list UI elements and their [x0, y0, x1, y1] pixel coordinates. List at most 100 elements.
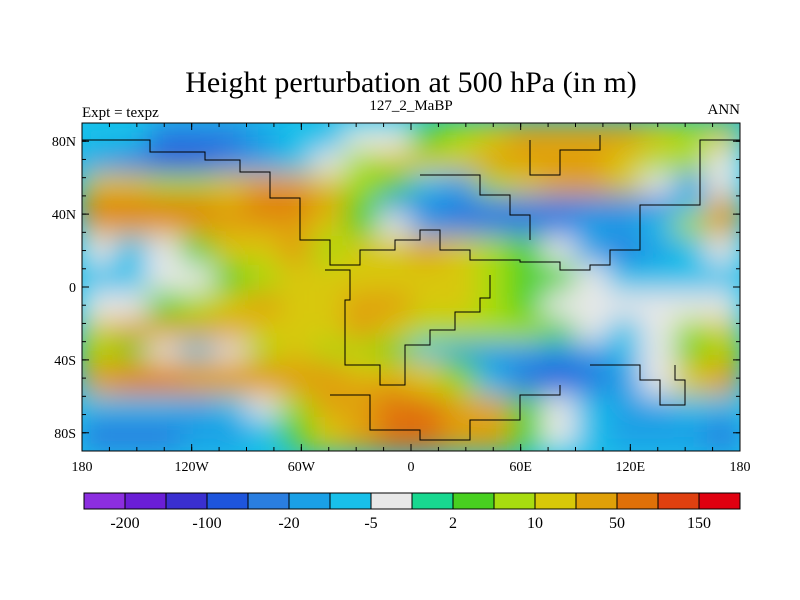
field-cell [706, 416, 740, 451]
field-cell [311, 359, 346, 379]
field-cell [344, 195, 379, 215]
field-cell [147, 377, 182, 397]
colorbar-swatch [288, 492, 331, 510]
field-cell [311, 123, 346, 151]
field-cell [246, 359, 280, 379]
field-cell [575, 123, 609, 151]
field-cell [575, 213, 609, 238]
field-cell [246, 377, 280, 397]
colorbar-label: 50 [609, 515, 625, 532]
field-cell [82, 416, 116, 451]
field-cell [476, 377, 511, 397]
field-cell [575, 395, 609, 418]
left-string: Expt = texpz [82, 105, 159, 121]
field-cell [180, 341, 215, 361]
colorbar-swatch [493, 492, 536, 510]
field-cell [114, 213, 149, 238]
colorbar-swatch [452, 492, 495, 510]
colorbar-swatch [165, 492, 208, 510]
field-cell [509, 213, 544, 238]
x-tick-label: 120E [616, 460, 646, 475]
field-cell [311, 195, 346, 215]
field-cell [344, 395, 379, 418]
chart-title: Height perturbation at 500 hPa (in m) [185, 66, 637, 99]
field-cell [476, 416, 511, 451]
field-cell [640, 213, 675, 238]
field-cell [640, 236, 675, 265]
field-cell [246, 263, 280, 293]
field-cell [673, 236, 708, 265]
field-cell [278, 377, 313, 397]
colorbar-label: 10 [527, 515, 543, 532]
field-cell [114, 149, 149, 174]
field-cell [278, 291, 313, 320]
field-cell [443, 213, 478, 238]
field-cell [706, 377, 740, 397]
field-cell [706, 291, 740, 320]
field-cell [509, 195, 544, 215]
field-cell [377, 341, 412, 361]
field-cell [114, 341, 149, 361]
field-cell [443, 263, 478, 293]
field-cell [82, 236, 116, 265]
field-cell [443, 291, 478, 320]
field-cell [542, 341, 576, 361]
field-cell [542, 123, 576, 151]
field-cell [509, 149, 544, 174]
field-cell [640, 123, 675, 151]
field-cell [180, 123, 215, 151]
field-cell [476, 213, 511, 238]
x-tick-label: 180 [730, 460, 751, 475]
field-cell [476, 123, 511, 151]
field-cell [443, 172, 478, 197]
field-cell [147, 236, 182, 265]
field-cell [344, 341, 379, 361]
field-cell [213, 213, 247, 238]
field-cell [246, 213, 280, 238]
right-string: ANN [708, 102, 741, 118]
field-cell [114, 195, 149, 215]
field-cell [311, 291, 346, 320]
field-cell [607, 195, 642, 215]
field-cell [180, 377, 215, 397]
field-cell [410, 149, 445, 174]
field-cell [114, 416, 149, 451]
field-cell [542, 236, 576, 265]
field-cell [640, 341, 675, 361]
field-cell [147, 172, 182, 197]
colorbar-label: -20 [278, 515, 299, 532]
field-cell [575, 291, 609, 320]
field-cell [476, 318, 511, 343]
field-cell [377, 149, 412, 174]
field-cell [246, 172, 280, 197]
field-cell [476, 395, 511, 418]
field-cell [706, 195, 740, 215]
colorbar-swatch [657, 492, 700, 510]
field-cell [410, 318, 445, 343]
field-cell [607, 236, 642, 265]
map-area [82, 123, 740, 451]
field-cell [443, 377, 478, 397]
field-cell [575, 359, 609, 379]
field-cell [278, 213, 313, 238]
field-cell [344, 123, 379, 151]
field-cell [673, 213, 708, 238]
field-cell [673, 172, 708, 197]
field-cell [509, 341, 544, 361]
field-cell [607, 123, 642, 151]
colorbar-label: -5 [364, 515, 377, 532]
field-cell [476, 359, 511, 379]
field-cell [443, 149, 478, 174]
y-tick-label: 40N [52, 208, 76, 223]
field-cell [575, 377, 609, 397]
field-cell [410, 195, 445, 215]
field-cell [706, 123, 740, 151]
field-cell [147, 123, 182, 151]
field-cell [213, 123, 247, 151]
field-cell [344, 172, 379, 197]
field-cell [706, 395, 740, 418]
field-cell [542, 318, 576, 343]
field-cell [82, 149, 116, 174]
colorbar: -200 -100 -20 -5 2 10 50 150 [83, 492, 741, 532]
field-cell [311, 149, 346, 174]
